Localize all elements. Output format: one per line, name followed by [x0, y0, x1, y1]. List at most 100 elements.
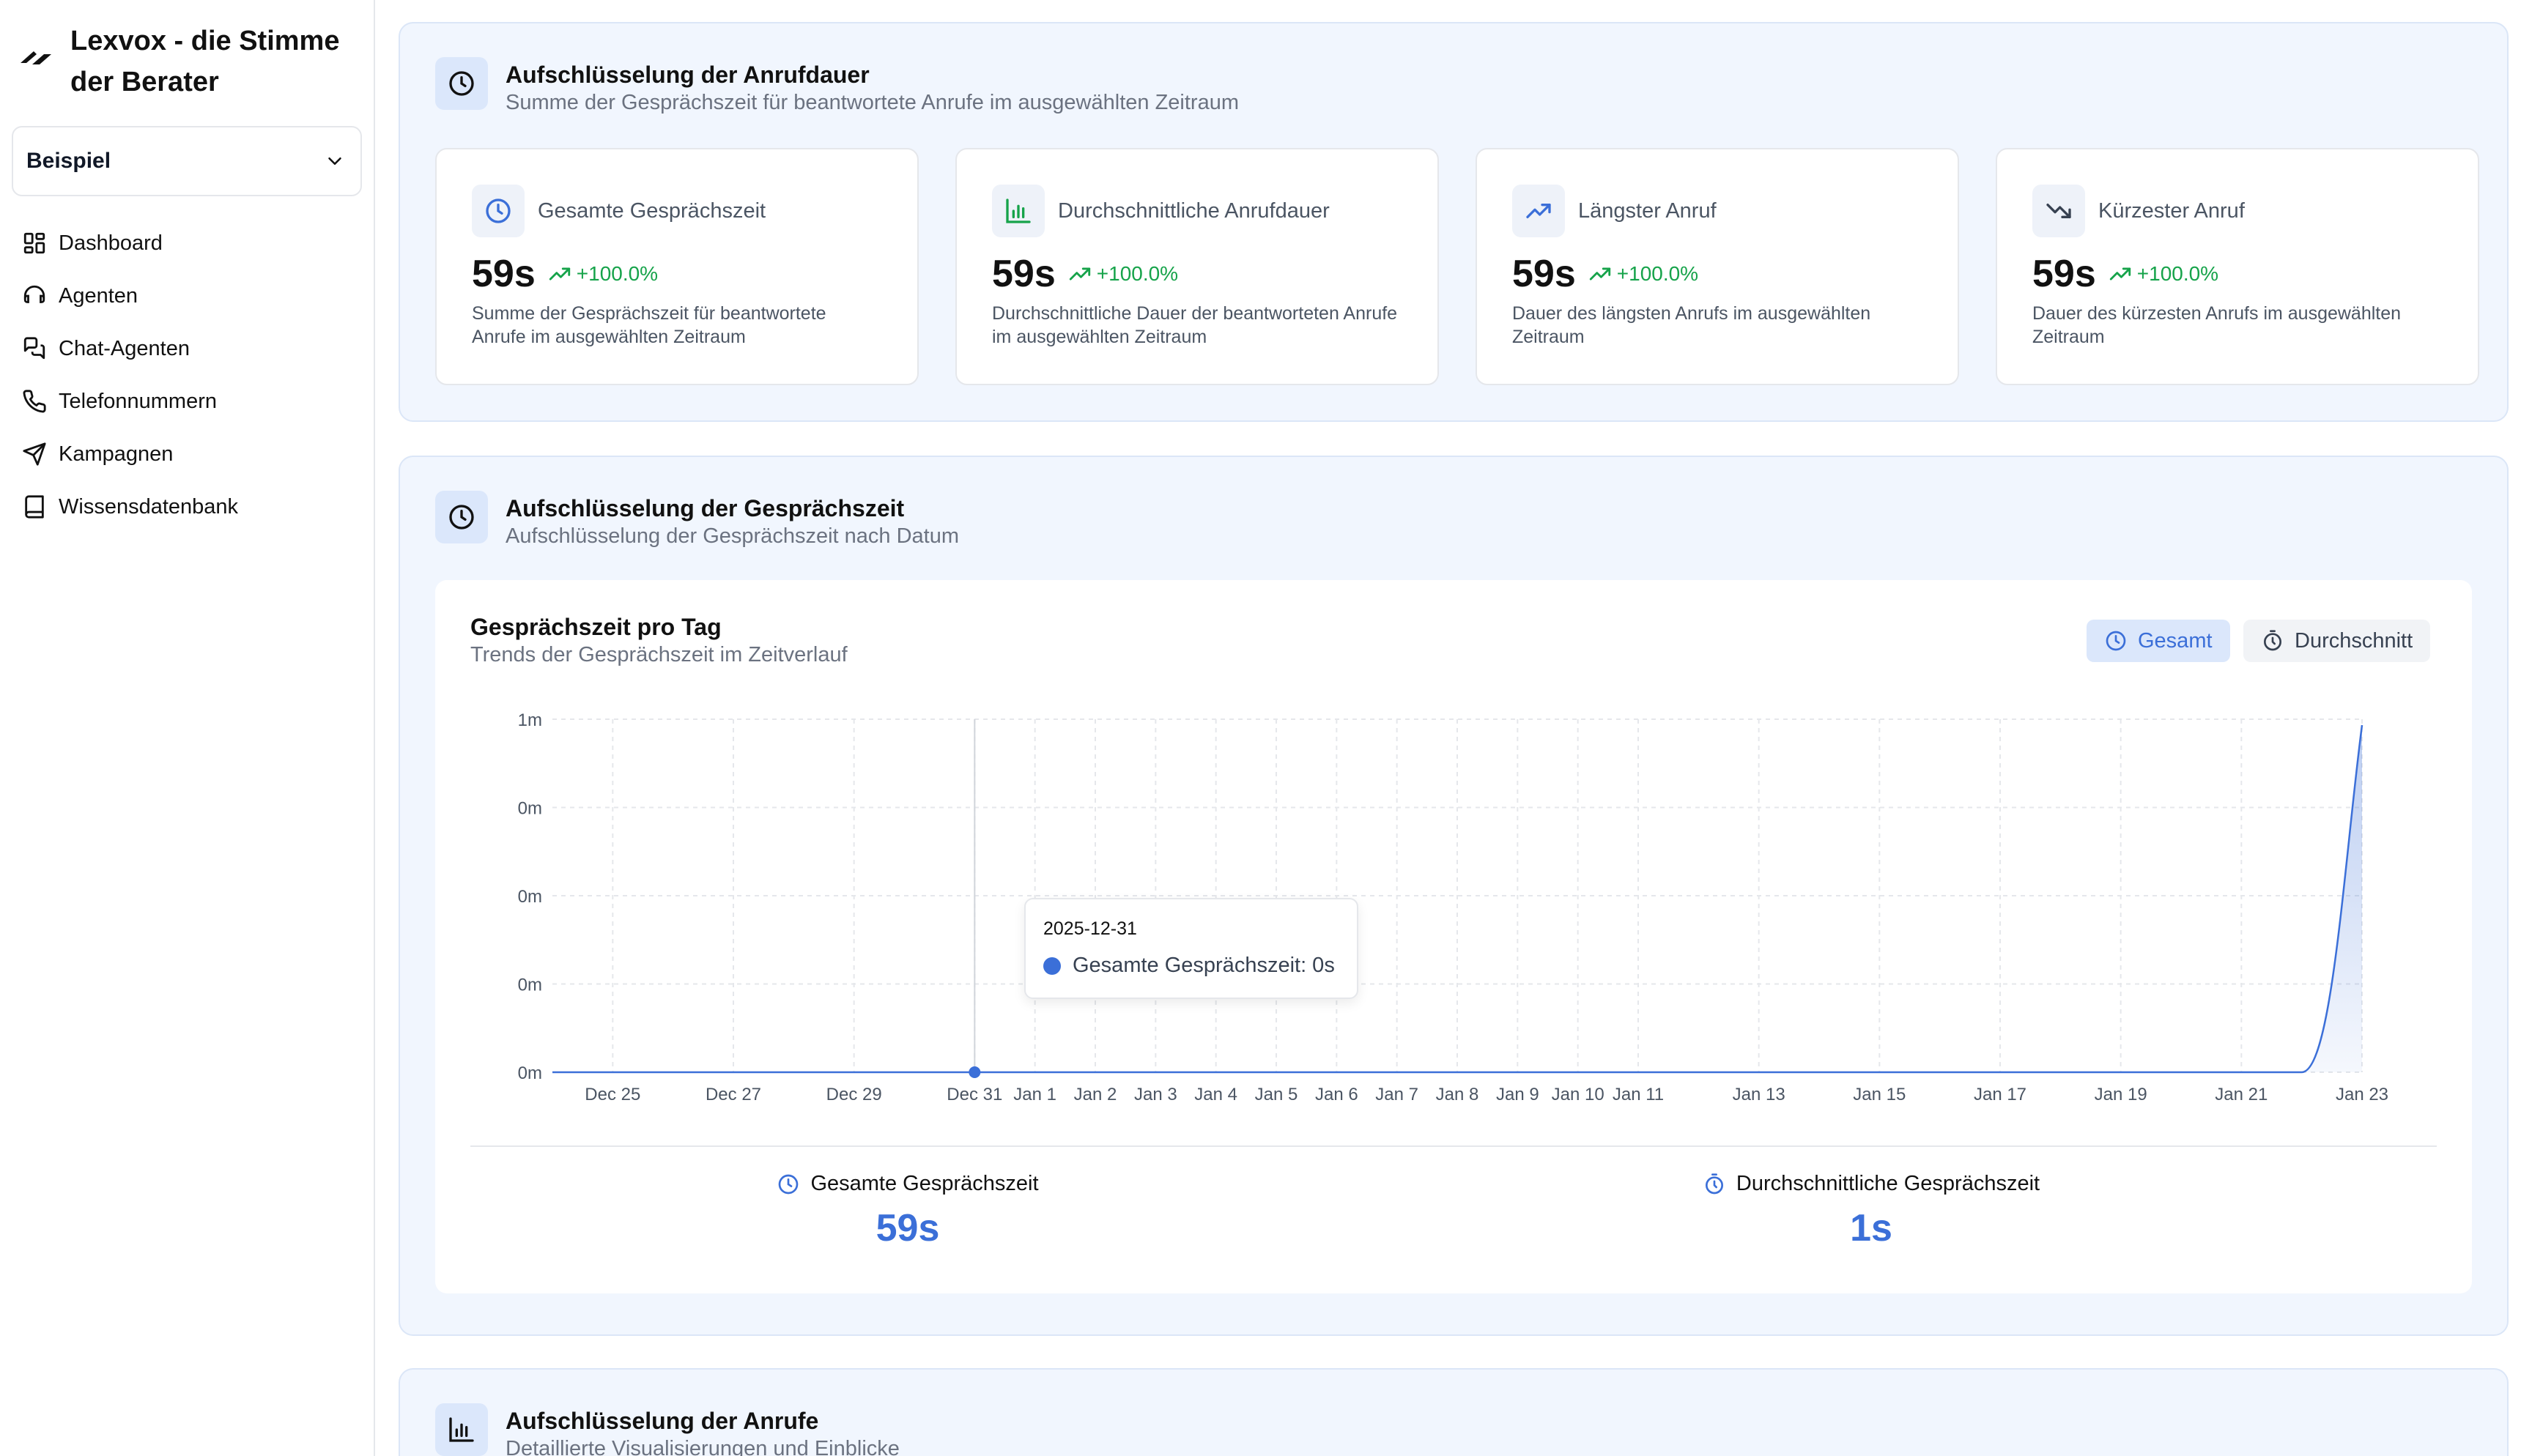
- x-tick-label: Jan 13: [1733, 1085, 1785, 1104]
- tooltip-text: Gesamte Gesprächszeit: 0s: [1073, 954, 1335, 977]
- workspace-name: Beispiel: [26, 149, 111, 173]
- series-line: [552, 724, 2363, 1074]
- x-tick-label: Jan 19: [2095, 1085, 2147, 1104]
- clock-icon: [435, 57, 488, 110]
- tooltip-date: 2025-12-31: [1043, 918, 1137, 939]
- kpi-description: Summe der Gesprächszeit für beantwortete…: [472, 303, 826, 347]
- clock-icon: [779, 1174, 799, 1194]
- bar-chart-icon: [435, 1403, 488, 1456]
- toggle-total-button[interactable]: Gesamt: [2087, 620, 2230, 662]
- sidebar-item-telefonnummern[interactable]: Telefonnummern: [22, 375, 359, 428]
- chart-subtitle: Trends der Gesprächszeit im Zeitverlauf: [470, 643, 848, 666]
- sidebar-item-label: Kampagnen: [59, 442, 174, 466]
- workspace-select[interactable]: Beispiel: [12, 126, 362, 196]
- y-tick-label: 0m: [518, 799, 542, 819]
- kpi-card-average: Durchschnittliche Anrufdauer 59s +100.0%…: [955, 148, 1439, 385]
- chat-icon: [23, 337, 45, 360]
- talktime-section: Aufschlüsselung der Gesprächszeit Aufsch…: [399, 456, 2509, 1336]
- toggle-average-button[interactable]: Durchschnitt: [2243, 620, 2431, 662]
- talktime-area-chart[interactable]: 0m 0m 0m 0m 1m Dec 25 Dec 27 Dec 29 Dec 31 Jan 1 J…: [435, 690, 2472, 1115]
- kpi-label: Längster Anruf: [1578, 198, 1717, 223]
- clock-icon: [435, 491, 488, 543]
- x-tick-label: Jan 8: [1436, 1085, 1479, 1104]
- kpi-trend: +100.0%: [2108, 261, 2218, 286]
- sidebar-item-wissensdatenbank[interactable]: Wissensdatenbank: [22, 480, 359, 533]
- tooltip-row: Gesamte Gesprächszeit: 0s: [1043, 954, 1335, 978]
- kpi-value: 59s: [1512, 253, 1576, 295]
- duration-section-header: Aufschlüsselung der Anrufdauer Summe der…: [435, 57, 1239, 116]
- y-tick-label: 0m: [518, 976, 542, 995]
- chevron-down-icon: [328, 157, 341, 165]
- x-tick-label: Jan 21: [2215, 1085, 2268, 1104]
- book-icon: [25, 495, 44, 519]
- x-tick-label: Jan 23: [2336, 1085, 2388, 1104]
- x-tick-label: Jan 9: [1496, 1085, 1539, 1104]
- lexvox-logo-icon: [21, 51, 51, 64]
- x-tick-label: Jan 7: [1375, 1085, 1418, 1104]
- stat-value: 1s: [1850, 1207, 1892, 1249]
- kpi-label: Gesamte Gesprächszeit: [538, 198, 766, 223]
- kpi-card-longest: Längster Anruf 59s +100.0% Dauer des län…: [1476, 148, 1959, 385]
- sidebar-item-dashboard[interactable]: Dashboard: [22, 217, 359, 270]
- sidebar-item-label: Agenten: [59, 283, 138, 308]
- stopwatch-icon: [2264, 630, 2281, 651]
- talktime-chart-card: Gesprächszeit pro Tag Trends der Gespräc…: [435, 580, 2472, 1293]
- kpi-trend: +100.0%: [1588, 261, 1698, 286]
- trend-up-icon: [1589, 267, 1610, 281]
- stat-label: Durchschnittliche Gesprächszeit: [1736, 1172, 2040, 1195]
- highlighted-point: [969, 1066, 981, 1078]
- grid-icon: [23, 232, 45, 254]
- kpi-description: Durchschnittliche Dauer der beantwortete…: [992, 303, 1398, 347]
- brand-name: Lexvox - die Stimme der Berater: [70, 26, 340, 97]
- kpi-value: 59s: [472, 253, 536, 295]
- sidebar-item-label: Telefonnummern: [59, 389, 217, 413]
- phone-icon: [23, 390, 46, 413]
- talktime-section-header: Aufschlüsselung der Gesprächszeit Aufsch…: [435, 491, 959, 549]
- trend-down-icon: [2032, 185, 2085, 237]
- x-tick-label: Jan 1: [1013, 1085, 1056, 1104]
- headset-icon: [23, 285, 45, 303]
- sidebar-item-label: Wissensdatenbank: [59, 494, 239, 519]
- brand[interactable]: Lexvox - die Stimme der Berater: [18, 21, 363, 103]
- x-tick-label: Jan 5: [1255, 1085, 1298, 1104]
- kpi-label: Durchschnittliche Anrufdauer: [1058, 198, 1330, 223]
- x-tick-label: Jan 6: [1315, 1085, 1358, 1104]
- sidebar-item-agenten[interactable]: Agenten: [22, 270, 359, 322]
- trend-up-icon: [2109, 267, 2131, 281]
- x-tick-label: Dec 31: [947, 1085, 1002, 1104]
- kpi-value: 59s: [992, 253, 1056, 295]
- chart-title: Gesprächszeit pro Tag: [470, 614, 722, 640]
- send-icon: [23, 442, 46, 466]
- clock-icon: [2106, 631, 2126, 651]
- kpi-trend: +100.0%: [547, 261, 658, 286]
- kpi-label: Kürzester Anruf: [2098, 198, 2245, 223]
- sidebar-nav: Dashboard Agenten Chat-Agenten Telefonnu…: [22, 217, 359, 533]
- clock-icon: [472, 185, 525, 237]
- x-tick-label: Jan 2: [1074, 1085, 1117, 1104]
- chart-tooltip: 2025-12-31 Gesamte Gesprächszeit: 0s: [1024, 898, 1358, 999]
- kpi-trend: +100.0%: [1067, 261, 1178, 286]
- trend-up-icon: [549, 267, 570, 281]
- kpi-value: 59s: [2032, 253, 2096, 295]
- stat-label: Gesamte Gesprächszeit: [810, 1172, 1039, 1195]
- series-dot: [1043, 957, 1061, 975]
- stat-average: Durchschnittliche Gesprächszeit 1s: [1651, 1172, 2091, 1250]
- calls-section-header: Aufschlüsselung der Anrufe Detaillierte …: [435, 1403, 900, 1456]
- sidebar-item-label: Chat-Agenten: [59, 336, 190, 360]
- sidebar-item-label: Dashboard: [59, 231, 163, 255]
- sidebar-item-kampagnen[interactable]: Kampagnen: [22, 428, 359, 480]
- sidebar-item-chat-agenten[interactable]: Chat-Agenten: [22, 322, 359, 375]
- kpi-card-shortest: Kürzester Anruf 59s +100.0% Dauer des kü…: [1996, 148, 2479, 385]
- trend-up-icon: [1069, 267, 1090, 281]
- section-subtitle: Summe der Gesprächszeit für beantwortete…: [506, 91, 1239, 114]
- stat-total: Gesamte Gesprächszeit 59s: [688, 1172, 1128, 1250]
- y-tick-label: 1m: [518, 710, 542, 730]
- y-tick-label: 0m: [518, 1063, 542, 1083]
- x-tick-label: Jan 11: [1613, 1085, 1664, 1104]
- stat-value: 59s: [876, 1207, 940, 1249]
- y-tick-label: 0m: [518, 887, 542, 907]
- bar-chart-icon: [992, 185, 1045, 237]
- section-title: Aufschlüsselung der Gesprächszeit: [506, 495, 905, 521]
- stopwatch-icon: [1705, 1173, 1723, 1194]
- section-subtitle: Aufschlüsselung der Gesprächszeit nach D…: [506, 524, 959, 548]
